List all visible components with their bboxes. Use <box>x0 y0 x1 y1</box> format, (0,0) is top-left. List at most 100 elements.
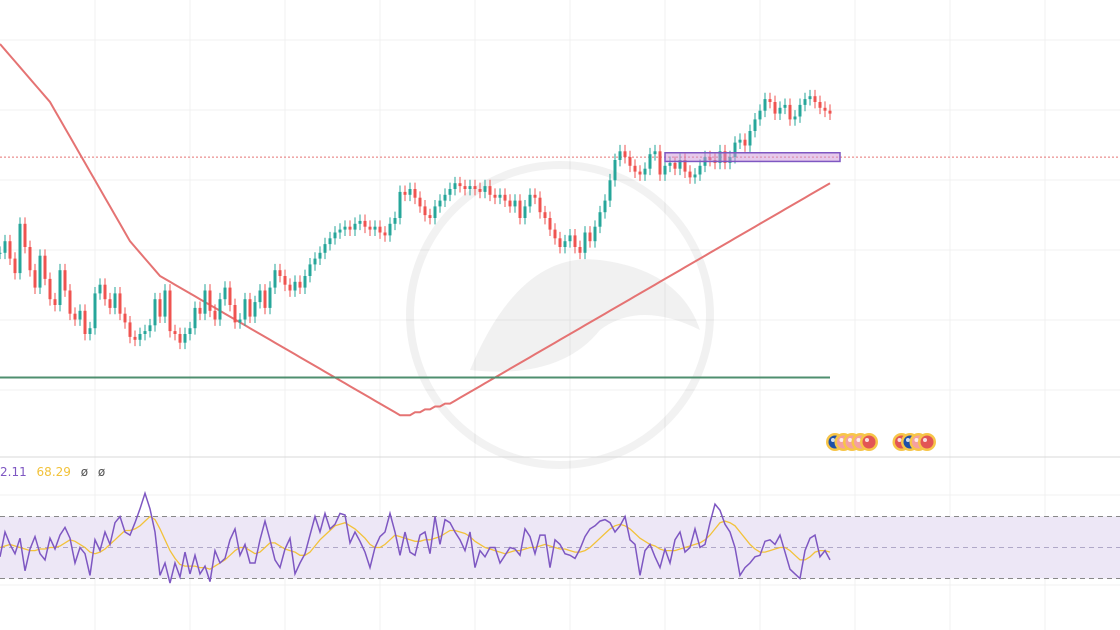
candle-body <box>483 186 487 192</box>
candle-body <box>393 218 397 224</box>
candle-body <box>8 241 12 259</box>
candle-body <box>803 99 807 105</box>
rsi-pane[interactable] <box>0 490 1120 584</box>
event-icon-highlight <box>897 438 902 442</box>
candle-body <box>153 299 157 326</box>
event-icon-highlight <box>923 438 927 442</box>
candle-body <box>578 247 582 253</box>
candle-body <box>808 96 812 100</box>
candle-body <box>453 183 457 189</box>
candle-body <box>503 194 507 201</box>
candle-body <box>238 319 242 323</box>
candle-body <box>133 336 137 340</box>
candle-body <box>233 305 237 323</box>
event-icon-highlight <box>865 438 869 442</box>
candle-body <box>563 241 567 247</box>
candle-body <box>478 189 482 192</box>
candle-body <box>328 238 332 245</box>
candle-body <box>673 162 677 169</box>
candle-body <box>108 299 112 308</box>
candle-body <box>18 223 22 274</box>
candle-body <box>828 110 832 114</box>
candle-body <box>558 238 562 247</box>
candle-body <box>203 290 207 314</box>
price-pane[interactable] <box>0 43 1120 417</box>
candle-body <box>83 310 87 334</box>
candle-body <box>403 191 407 195</box>
candle-body <box>653 151 657 155</box>
candle-body <box>473 186 477 189</box>
candle-body <box>643 168 647 175</box>
candle-body <box>173 331 177 334</box>
candle-body <box>243 299 247 320</box>
event-icon[interactable] <box>918 433 936 451</box>
candle-body <box>53 299 57 305</box>
rsi-line <box>0 490 831 584</box>
event-icon-highlight <box>906 438 910 442</box>
candle-body <box>763 99 767 111</box>
candle-body <box>593 226 597 242</box>
rsi-legend: 2.11 68.29 ø ø <box>0 465 111 479</box>
candle-body <box>618 151 622 160</box>
candle-body <box>358 220 362 224</box>
candle-body <box>363 220 367 227</box>
candle-body <box>528 194 532 207</box>
candle-body <box>183 334 187 343</box>
candle-body <box>68 290 72 314</box>
candle-body <box>668 162 672 166</box>
candle-body <box>818 102 822 108</box>
candle-body <box>628 157 632 166</box>
candle-body <box>308 264 312 276</box>
candle-body <box>213 310 217 320</box>
candle-body <box>428 215 432 218</box>
candle-body <box>688 171 692 178</box>
candle-body <box>88 328 92 334</box>
us-flag-icon[interactable] <box>860 433 878 451</box>
candle-body <box>73 313 77 320</box>
candle-body <box>118 293 122 314</box>
candle-body <box>518 200 522 218</box>
candle-body <box>228 287 232 305</box>
candle-body <box>683 160 687 172</box>
candle-body <box>38 255 42 288</box>
rsi-extra-value: ø <box>97 465 106 479</box>
candle-body <box>168 290 172 332</box>
support-zone-box <box>664 152 841 163</box>
candle-body <box>323 244 327 253</box>
economic-event-icons[interactable] <box>826 433 936 451</box>
candle-body <box>298 281 302 288</box>
candle-body <box>648 154 652 169</box>
candle-body <box>13 258 17 274</box>
candle-body <box>468 186 472 189</box>
candle-body <box>273 270 277 288</box>
candle-body <box>608 180 612 201</box>
event-icon-highlight <box>848 438 852 442</box>
candle-body <box>93 293 97 329</box>
candle-body <box>778 107 782 114</box>
candle-body <box>493 194 497 198</box>
candle-body <box>798 104 802 117</box>
candle-body <box>813 96 817 102</box>
candle-body <box>43 255 47 279</box>
candle-body <box>263 290 267 308</box>
candle-body <box>288 284 292 291</box>
candle-body <box>448 189 452 195</box>
candle-body <box>303 276 307 288</box>
candle-body <box>793 116 797 120</box>
candle-body <box>463 186 467 189</box>
rsi-moving-average-line <box>0 515 831 570</box>
candle-body <box>58 270 62 305</box>
candle-body <box>3 241 7 253</box>
candle-body <box>603 200 607 213</box>
candle-body <box>573 235 577 247</box>
candle-body <box>508 200 512 207</box>
candle-body <box>623 151 627 158</box>
candle-body <box>338 229 342 233</box>
candle-body <box>698 165 702 175</box>
candle-body <box>373 226 377 230</box>
candle-body <box>443 194 447 201</box>
candle-body <box>123 313 127 323</box>
candle-body <box>293 281 297 291</box>
